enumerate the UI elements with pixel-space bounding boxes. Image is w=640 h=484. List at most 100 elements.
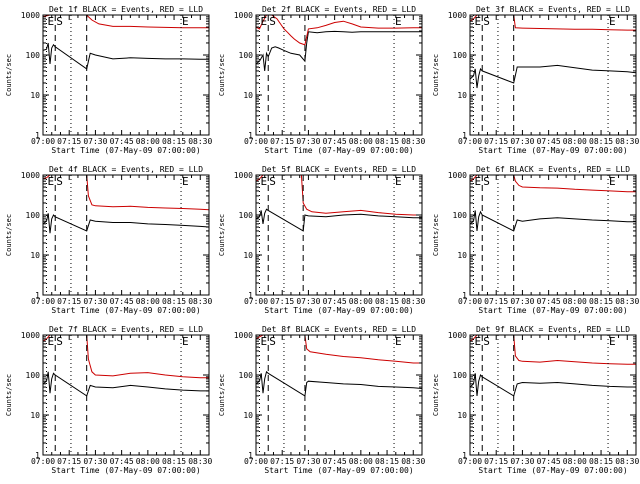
plot-frame — [255, 14, 423, 136]
x-tick-label: 07:15 — [57, 297, 81, 306]
x-tick-label: 08:30 — [615, 137, 639, 146]
series-lld-line — [43, 175, 209, 211]
x-tick-label: 08:15 — [375, 137, 399, 146]
x-tick-label: 08:30 — [188, 457, 212, 466]
y-tick-label: 1 — [462, 291, 467, 300]
marker-label-e: E — [609, 335, 616, 348]
marker-label-s: S — [269, 15, 276, 28]
x-tick-label: 08:00 — [136, 137, 160, 146]
panel-4: 1 10 100 1000 07:00 07:15 07:30 07:45 08:00 08:15… — [5, 165, 212, 315]
x-tick-label: 08:30 — [401, 457, 425, 466]
x-tick-label: 07:15 — [270, 137, 294, 146]
plot-frame — [469, 334, 637, 456]
x-tick-label: 07:45 — [110, 457, 134, 466]
series-events-line — [470, 64, 636, 89]
series-group — [43, 335, 209, 397]
y-axis-label: Counts/sec — [218, 374, 226, 416]
y-tick-label: 10 — [30, 251, 40, 260]
y-tick-label: 1000 — [234, 11, 253, 20]
chart-title: Det 8f BLACK = Events, RED = LLD — [262, 325, 416, 334]
plot-frame — [255, 334, 423, 456]
y-axis-label: Counts/sec — [5, 54, 13, 96]
x-tick-label: 08:00 — [563, 457, 587, 466]
panel-5: 1 10 100 1000 07:00 07:15 07:30 07:45 08:00 08:15… — [218, 165, 425, 315]
y-tick-label: 10 — [457, 91, 467, 100]
x-tick-label: 07:00 — [458, 297, 482, 306]
series-events-line — [256, 30, 422, 71]
marker-label-e: E — [260, 15, 267, 28]
x-tick-label: 07:45 — [537, 297, 561, 306]
x-tick-label: 07:00 — [244, 457, 268, 466]
x-tick-label: 07:30 — [296, 297, 320, 306]
y-tick-label: 10 — [243, 251, 253, 260]
x-tick-label: 07:45 — [110, 137, 134, 146]
x-tick-label: 07:30 — [83, 297, 107, 306]
marker-label-s: S — [269, 175, 276, 188]
y-tick-label: 100 — [26, 51, 41, 60]
x-tick-label: 08:30 — [401, 297, 425, 306]
plot-frame — [469, 174, 637, 296]
x-tick-label: 08:30 — [615, 457, 639, 466]
x-tick-label: 08:30 — [188, 137, 212, 146]
chart-title: Det 7f BLACK = Events, RED = LLD — [49, 325, 203, 334]
x-tick-label: 07:00 — [31, 297, 55, 306]
y-axis-label: Counts/sec — [432, 374, 440, 416]
x-axis-label: Start Time (07-May-09 07:00:00) — [478, 146, 627, 155]
marker-label-e: E — [474, 335, 481, 348]
marker-label-e: E — [47, 335, 54, 348]
series-group — [256, 15, 422, 71]
series-lld-line — [43, 15, 209, 29]
chart-title: Det 3f BLACK = Events, RED = LLD — [476, 5, 630, 14]
marker-label-e: E — [47, 175, 54, 188]
x-tick-label: 08:00 — [136, 457, 160, 466]
y-tick-label: 10 — [30, 411, 40, 420]
x-tick-label: 07:30 — [83, 137, 107, 146]
x-tick-label: 07:45 — [537, 137, 561, 146]
x-tick-label: 08:00 — [563, 297, 587, 306]
marker-label-e: E — [182, 15, 189, 28]
plot-frame — [255, 174, 423, 296]
x-tick-label: 07:30 — [83, 457, 107, 466]
x-tick-label: 07:15 — [484, 297, 508, 306]
chart-title: Det 6f BLACK = Events, RED = LLD — [476, 165, 630, 174]
y-tick-label: 100 — [239, 211, 254, 220]
x-axis-label: Start Time (07-May-09 07:00:00) — [478, 466, 627, 475]
chart-title: Det 5f BLACK = Events, RED = LLD — [262, 165, 416, 174]
y-tick-label: 1000 — [448, 171, 467, 180]
series-lld-line — [256, 335, 422, 364]
chart-title: Det 1f BLACK = Events, RED = LLD — [49, 5, 203, 14]
marker-label-s: S — [56, 175, 63, 188]
series-lld-line — [43, 335, 209, 379]
x-axis-label: Start Time (07-May-09 07:00:00) — [478, 306, 627, 315]
series-events-line — [470, 210, 636, 232]
panel-8: 1 10 100 1000 07:00 07:15 07:30 07:45 08:00 08:15… — [218, 325, 425, 475]
x-tick-label: 07:30 — [296, 457, 320, 466]
x-tick-label: 08:15 — [589, 297, 613, 306]
y-axis-label: Counts/sec — [5, 214, 13, 256]
chart-title: Det 4f BLACK = Events, RED = LLD — [49, 165, 203, 174]
marker-label-e: E — [182, 335, 189, 348]
x-tick-label: 07:15 — [57, 457, 81, 466]
x-tick-label: 07:00 — [244, 137, 268, 146]
panel-3: 1 10 100 1000 07:00 07:15 07:30 07:45 08:00 08:15… — [432, 5, 639, 155]
marker-label-e: E — [609, 175, 616, 188]
x-tick-label: 08:00 — [136, 297, 160, 306]
series-events-line — [256, 370, 422, 397]
x-tick-label: 07:30 — [510, 137, 534, 146]
marker-label-e: E — [395, 15, 402, 28]
x-tick-label: 08:15 — [375, 297, 399, 306]
y-tick-label: 1 — [35, 291, 40, 300]
y-tick-label: 100 — [453, 211, 468, 220]
marker-label-e: E — [260, 335, 267, 348]
chart-title: Det 9f BLACK = Events, RED = LLD — [476, 325, 630, 334]
panel-2: 1 10 100 1000 07:00 07:15 07:30 07:45 08:00 08:15… — [218, 5, 425, 155]
x-tick-label: 07:45 — [323, 297, 347, 306]
marker-label-e: E — [182, 175, 189, 188]
y-tick-label: 100 — [453, 371, 468, 380]
x-tick-label: 07:15 — [270, 297, 294, 306]
plot-frame — [469, 14, 637, 136]
marker-label-e: E — [260, 175, 267, 188]
x-tick-label: 08:00 — [349, 457, 373, 466]
